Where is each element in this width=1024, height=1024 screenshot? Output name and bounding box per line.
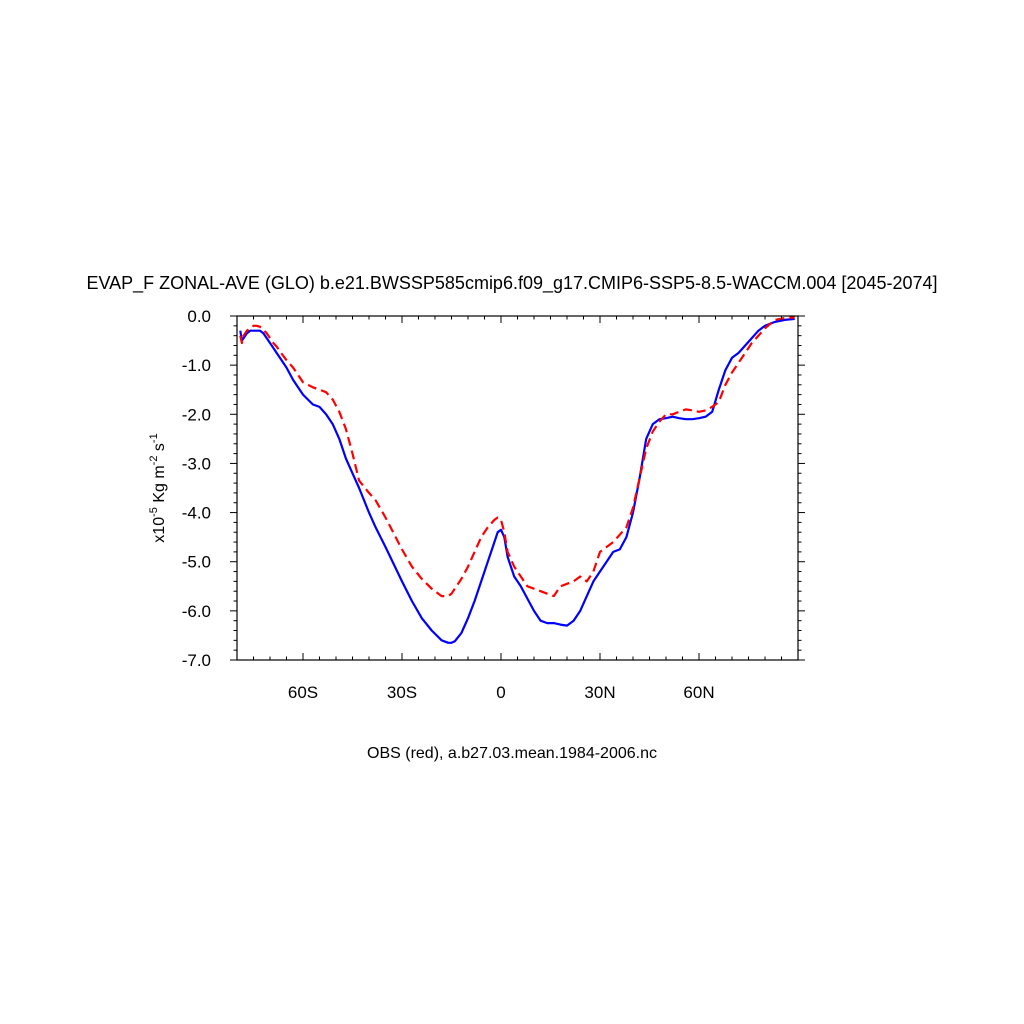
y-axis-label-unit2: s (151, 443, 168, 455)
y-tick-label: -1.0 (182, 356, 211, 375)
series-line-2 (239, 316, 795, 598)
y-axis-label-unit1: Kg m (151, 465, 168, 507)
y-axis-label-exp3: -1 (148, 433, 160, 443)
x-tick-label: 0 (496, 683, 505, 702)
x-tick-label: 30N (584, 683, 615, 702)
series-line-1 (239, 317, 795, 644)
y-tick-label: -6.0 (182, 602, 211, 621)
y-tick-label: -7.0 (182, 651, 211, 670)
y-tick-label: -5.0 (182, 553, 211, 572)
y-axis-label-prefix: x10 (151, 517, 168, 543)
y-axis-label-exp2: -2 (148, 456, 160, 466)
series-layer (239, 316, 795, 644)
y-axis-label-exp1: -5 (148, 507, 160, 517)
y-tick-label: -3.0 (182, 454, 211, 473)
x-tick-label: 60S (288, 683, 318, 702)
x-tick-label: 60N (683, 683, 714, 702)
y-tick-label: -2.0 (182, 405, 211, 424)
y-axis-label: x10-5 Kg m-2 s-1 (148, 433, 168, 542)
plot-area: 60S 30S 0 30N 60N 0.0 -1.0 -2.0 -3.0 -4.0 -5.0 -6.0… (182, 307, 805, 702)
y-tick-label: 0.0 (187, 307, 211, 326)
y-tick-label: -4.0 (182, 504, 211, 523)
chart-subtitle: OBS (red), a.b27.03.mean.1984-2006.nc (367, 745, 657, 762)
x-tick-label: 30S (387, 683, 417, 702)
tick-layer: 60S 30S 0 30N 60N 0.0 -1.0 -2.0 -3.0 -4.0 -5.0 -6.0… (182, 307, 805, 702)
plot-frame (236, 315, 799, 661)
chart-title: EVAP_F ZONAL-AVE (GLO) b.e21.BWSSP585cmi… (86, 273, 937, 294)
